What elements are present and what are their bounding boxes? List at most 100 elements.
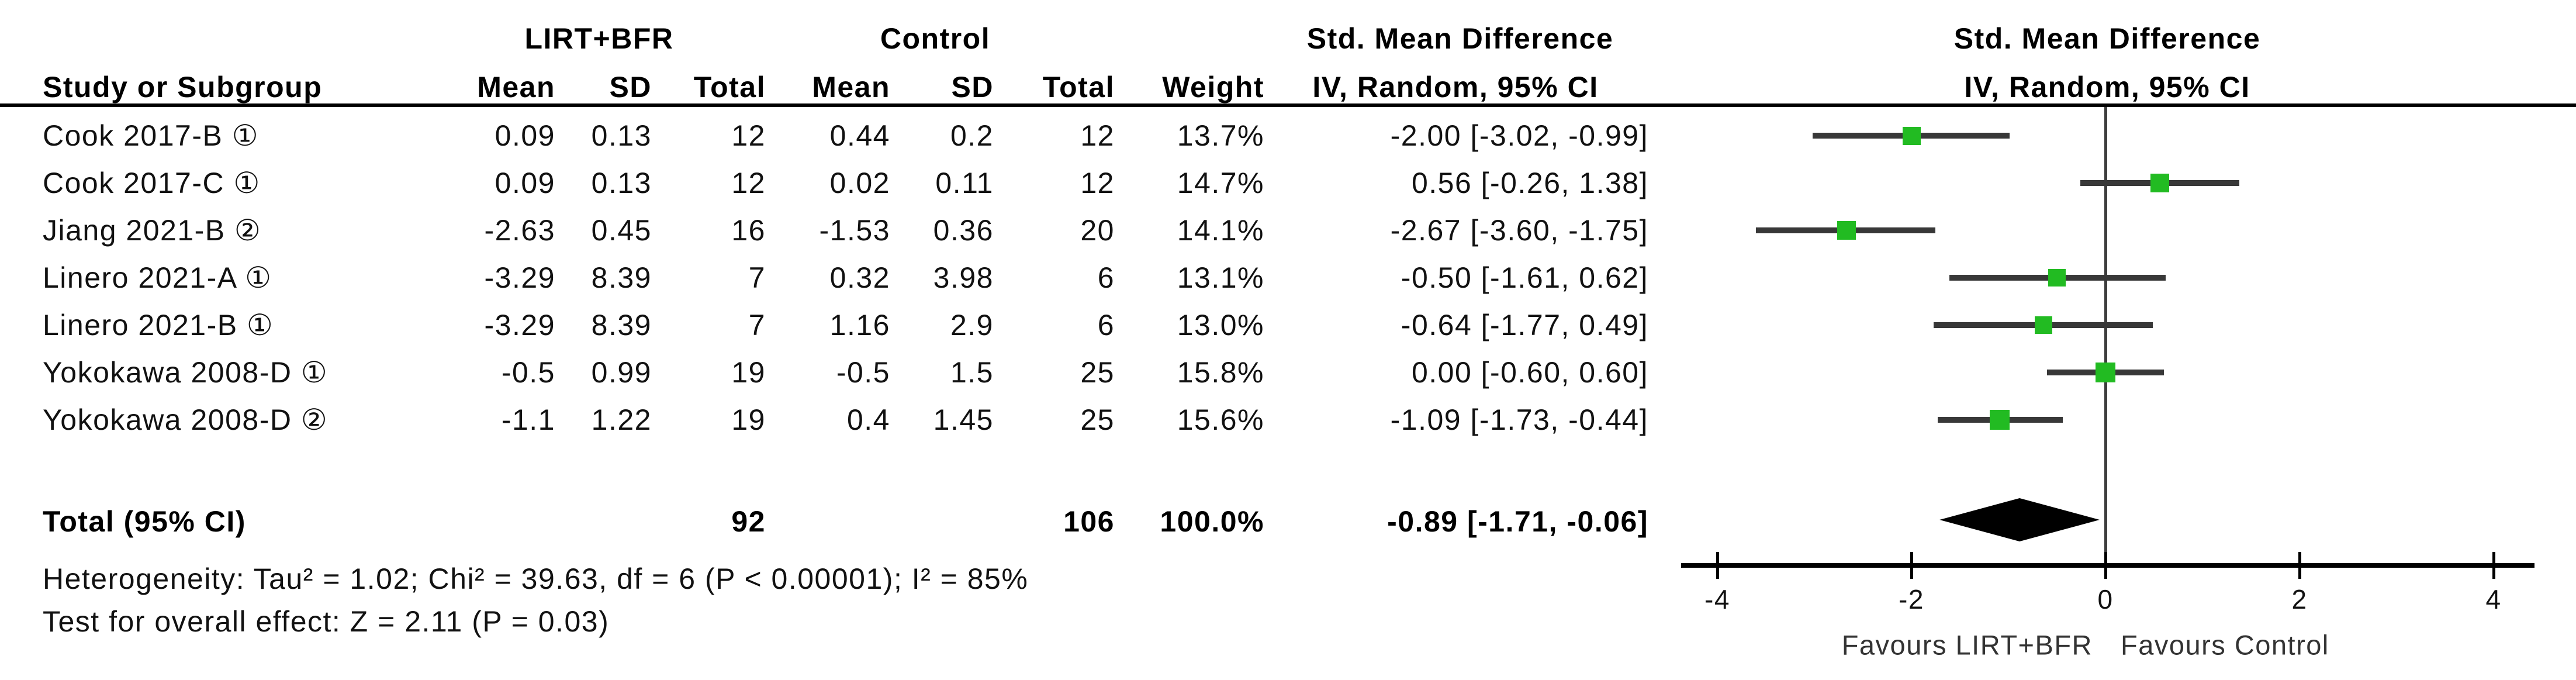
sd-cell: 0.45 <box>591 214 652 247</box>
effect-marker <box>2150 174 2169 192</box>
effect-marker <box>2096 363 2115 382</box>
total-cell: 12 <box>731 167 766 199</box>
axis-tick <box>1910 552 1913 579</box>
weight-col-header: Weight <box>1162 71 1264 103</box>
smd-ci-cell: -2.67 [-3.60, -1.75] <box>1390 214 1648 247</box>
mean-cell: -3.29 <box>484 309 555 341</box>
smd-ci-cell: 0.00 [-0.60, 0.60] <box>1411 356 1648 389</box>
total1-col-header: Total <box>693 71 766 103</box>
favours-left-label: Favours LIRT+BFR <box>1841 629 2093 661</box>
axis-tick <box>2104 552 2107 579</box>
sd-cell: 0.13 <box>591 167 652 199</box>
zero-line <box>2104 107 2107 567</box>
study-label: Jiang 2021-B ② <box>43 214 262 247</box>
weight-cell: 13.7% <box>1177 119 1264 152</box>
mean-cell: -0.5 <box>501 356 555 389</box>
effect-marker <box>2034 316 2052 334</box>
weight-cell: 15.6% <box>1177 403 1264 436</box>
study-label: Cook 2017-C ① <box>43 167 261 199</box>
ctrl-total-cell: 12 <box>1080 119 1115 152</box>
smd-ci-cell: -0.64 [-1.77, 0.49] <box>1401 309 1648 341</box>
ctrl-mean-cell: 0.32 <box>829 261 890 294</box>
total-cell: 7 <box>748 309 766 341</box>
smd-ci-cell: -1.09 [-1.73, -0.44] <box>1390 403 1648 436</box>
total2-col-header: Total <box>1042 71 1115 103</box>
total-smd-ci: -0.89 [-1.71, -0.06] <box>1387 505 1648 538</box>
ctrl-sd-cell: 0.36 <box>933 214 994 247</box>
ctrl-sd-cell: 0.2 <box>950 119 994 152</box>
header-underline <box>0 103 2576 107</box>
ctrl-total-cell: 12 <box>1080 167 1115 199</box>
total-cell: 12 <box>731 119 766 152</box>
total-cell: 16 <box>731 214 766 247</box>
mean-cell: -3.29 <box>484 261 555 294</box>
axis-tick <box>1716 552 1719 579</box>
effect-marker <box>1837 221 1856 240</box>
smd-header-left: Std. Mean Difference <box>1306 22 1614 55</box>
total-n-control: 106 <box>1063 505 1115 538</box>
weight-cell: 13.1% <box>1177 261 1264 294</box>
study-label: Linero 2021-B ① <box>43 309 274 341</box>
weight-cell: 15.8% <box>1177 356 1264 389</box>
ctrl-mean-cell: -0.5 <box>836 356 890 389</box>
smd-header-right: Std. Mean Difference <box>1953 22 2261 55</box>
sd-cell: 0.13 <box>591 119 652 152</box>
method-header-left: IV, Random, 95% CI <box>1312 71 1599 103</box>
smd-ci-cell: -2.00 [-3.02, -0.99] <box>1390 119 1648 152</box>
ctrl-total-cell: 6 <box>1097 261 1115 294</box>
favours-right-label: Favours Control <box>2121 629 2329 661</box>
axis-tick <box>2298 552 2301 579</box>
weight-cell: 13.0% <box>1177 309 1264 341</box>
group2-header: Control <box>880 22 991 55</box>
ctrl-total-cell: 20 <box>1080 214 1115 247</box>
ctrl-sd-cell: 0.11 <box>935 167 994 199</box>
ctrl-mean-cell: 1.16 <box>829 309 890 341</box>
axis-tick-label: 4 <box>2485 584 2502 615</box>
mean-cell: -2.63 <box>484 214 555 247</box>
ctrl-mean-cell: 0.02 <box>829 167 890 199</box>
ctrl-mean-cell: 0.44 <box>829 119 890 152</box>
mean2-col-header: Mean <box>812 71 890 103</box>
total-cell: 19 <box>731 403 766 436</box>
effect-marker <box>1902 126 1921 145</box>
axis-tick-label: 0 <box>2097 584 2114 615</box>
total-diamond <box>1939 498 2100 541</box>
sd-cell: 8.39 <box>591 261 652 294</box>
axis-tick-label: -4 <box>1704 584 1730 615</box>
mean-cell: 0.09 <box>495 167 555 199</box>
sd-cell: 1.22 <box>591 403 652 436</box>
sd2-col-header: SD <box>951 71 994 103</box>
group1-header: LIRT+BFR <box>524 22 674 55</box>
ctrl-total-cell: 25 <box>1080 403 1115 436</box>
total-cell: 7 <box>748 261 766 294</box>
mean-cell: -1.1 <box>501 403 555 436</box>
mean1-col-header: Mean <box>477 71 555 103</box>
study-label: Yokokawa 2008-D ② <box>43 403 329 436</box>
axis-tick <box>2492 552 2495 579</box>
ctrl-total-cell: 25 <box>1080 356 1115 389</box>
smd-ci-cell: -0.50 [-1.61, 0.62] <box>1401 261 1648 294</box>
total-weight: 100.0% <box>1160 505 1264 538</box>
weight-cell: 14.1% <box>1177 214 1264 247</box>
sd-cell: 8.39 <box>591 309 652 341</box>
ctrl-sd-cell: 2.9 <box>950 309 994 341</box>
ctrl-total-cell: 6 <box>1097 309 1115 341</box>
study-label: Cook 2017-B ① <box>43 119 260 152</box>
axis-tick-label: 2 <box>2291 584 2308 615</box>
ctrl-sd-cell: 3.98 <box>933 261 994 294</box>
total-n-experimental: 92 <box>731 505 766 538</box>
ctrl-mean-cell: -1.53 <box>819 214 890 247</box>
study-col-header: Study or Subgroup <box>43 71 323 103</box>
effect-marker <box>2048 269 2066 287</box>
weight-cell: 14.7% <box>1177 167 1264 199</box>
method-header-right: IV, Random, 95% CI <box>1964 71 2250 103</box>
heterogeneity-note: Heterogeneity: Tau² = 1.02; Chi² = 39.63… <box>43 562 1029 595</box>
ctrl-sd-cell: 1.45 <box>933 403 994 436</box>
total-cell: 19 <box>731 356 766 389</box>
study-label: Yokokawa 2008-D ① <box>43 356 329 389</box>
axis-tick-label: -2 <box>1899 584 1924 615</box>
overall-effect-note: Test for overall effect: Z = 2.11 (P = 0… <box>43 605 610 638</box>
study-label: Linero 2021-A ① <box>43 261 272 294</box>
ctrl-sd-cell: 1.5 <box>950 356 994 389</box>
